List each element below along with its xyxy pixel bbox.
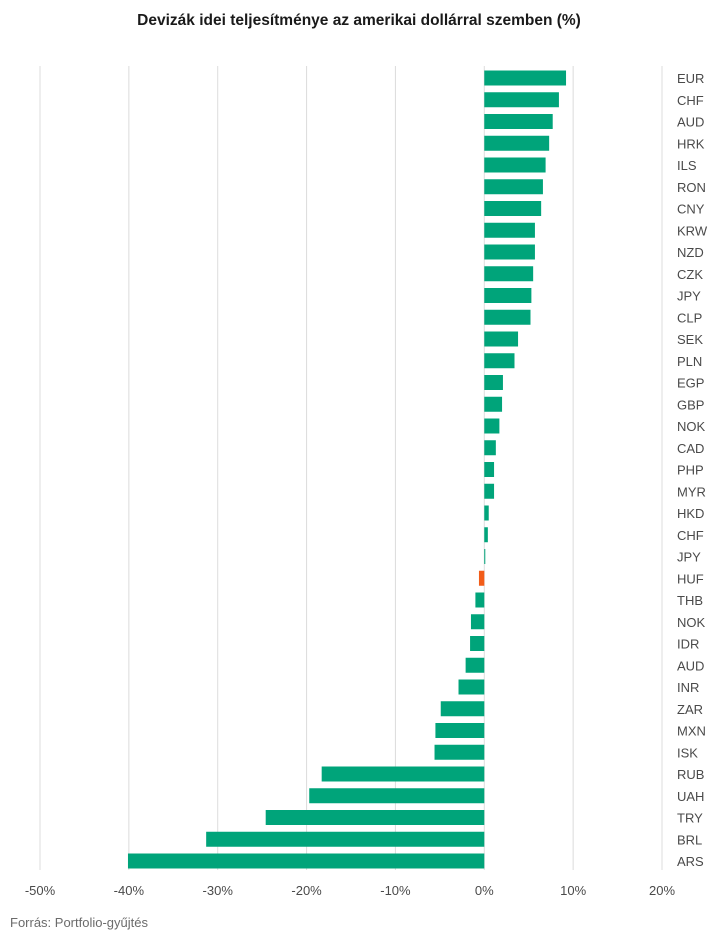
category-label: HUF	[677, 571, 704, 586]
category-label: ARS	[677, 854, 704, 869]
bar-brl	[206, 831, 485, 847]
category-label: EGP	[677, 376, 704, 391]
category-label: IDR	[677, 637, 699, 652]
source-note: Forrás: Portfolio-gyűjtés	[10, 915, 148, 930]
bars	[127, 70, 567, 869]
category-label: UAH	[677, 789, 704, 804]
bar-myr	[484, 483, 495, 499]
category-label: NZD	[677, 245, 704, 260]
category-label: GBP	[677, 397, 704, 412]
category-label: HKD	[677, 506, 704, 521]
category-label: ILS	[677, 158, 697, 173]
category-label: PLN	[677, 354, 702, 369]
category-label: KRW	[677, 223, 708, 238]
bar-aud	[484, 114, 553, 129]
bar-rub	[321, 766, 485, 782]
bar-clp	[484, 309, 531, 325]
x-tick-label: -40%	[114, 883, 145, 898]
x-tick-label: -20%	[291, 883, 322, 898]
chart-title: Devizák idei teljesítménye az amerikai d…	[137, 12, 581, 29]
category-label: ISK	[677, 745, 698, 760]
x-tick-label: 0%	[475, 883, 494, 898]
bar-gbp	[484, 396, 503, 412]
category-label: NOK	[677, 615, 706, 630]
bar-jpy	[484, 288, 532, 303]
bar-jpy	[484, 549, 486, 564]
bar-cad	[484, 440, 496, 456]
category-label: MYR	[677, 484, 706, 499]
bar-sek	[484, 331, 519, 347]
bar-ils	[484, 157, 546, 173]
bar-isk	[434, 744, 485, 760]
x-tick-label: 20%	[649, 883, 675, 898]
category-label: CLP	[677, 310, 702, 325]
bar-krw	[484, 222, 535, 238]
bar-eur	[484, 70, 567, 86]
x-axis-ticks: -50% -40% -30% -20% -10% 0% 10% 20%	[25, 883, 676, 898]
category-label: JPY	[677, 550, 701, 565]
category-label: CHF	[677, 528, 704, 543]
category-label: PHP	[677, 463, 704, 478]
bar-inr	[458, 679, 485, 695]
bar-ron	[484, 179, 543, 195]
category-label: AUD	[677, 658, 704, 673]
bar-nzd	[484, 244, 535, 260]
bar-uah	[309, 788, 485, 804]
bar-thb	[475, 592, 485, 608]
bar-zar	[440, 701, 485, 717]
bar-nok	[470, 614, 485, 630]
bar-php	[484, 462, 495, 477]
x-tick-label: 10%	[560, 883, 586, 898]
bar-aud	[465, 657, 485, 673]
bar-cny	[484, 201, 542, 216]
category-label: MXN	[677, 724, 706, 739]
bar-nok	[484, 418, 500, 434]
bar-hkd	[484, 505, 489, 521]
category-label: HRK	[677, 136, 705, 151]
bar-hrk	[484, 135, 550, 151]
x-tick-label: -50%	[25, 883, 56, 898]
category-label: NOK	[677, 419, 706, 434]
category-label: BRL	[677, 832, 702, 847]
category-label: CZK	[677, 267, 703, 282]
bar-huf	[478, 570, 485, 586]
category-label: EUR	[677, 71, 704, 86]
category-label: CNY	[677, 202, 705, 217]
category-label: THB	[677, 593, 703, 608]
grid-lines	[39, 66, 663, 870]
x-tick-label: -30%	[203, 883, 234, 898]
bar-ars	[127, 853, 485, 869]
bar-czk	[484, 266, 534, 282]
bar-chf	[484, 527, 488, 543]
category-label: JPY	[677, 289, 701, 304]
x-tick-label: -10%	[380, 883, 411, 898]
category-label: TRY	[677, 811, 703, 826]
category-label: RON	[677, 180, 706, 195]
bar-egp	[484, 375, 503, 390]
bar-chf	[484, 92, 559, 108]
bar-pln	[484, 353, 515, 369]
category-label: SEK	[677, 332, 703, 347]
bar-idr	[470, 636, 485, 651]
bar-try	[265, 810, 485, 825]
category-label: INR	[677, 680, 699, 695]
category-label: ZAR	[677, 702, 703, 717]
category-label: CAD	[677, 441, 704, 456]
category-label: RUB	[677, 767, 704, 782]
category-label: AUD	[677, 115, 704, 130]
category-labels: EUR CHF AUD HRK ILS RON CNY KRW NZD CZK JPY CLP SEK P…	[677, 71, 708, 869]
category-label: CHF	[677, 93, 704, 108]
bar-mxn	[435, 723, 485, 738]
